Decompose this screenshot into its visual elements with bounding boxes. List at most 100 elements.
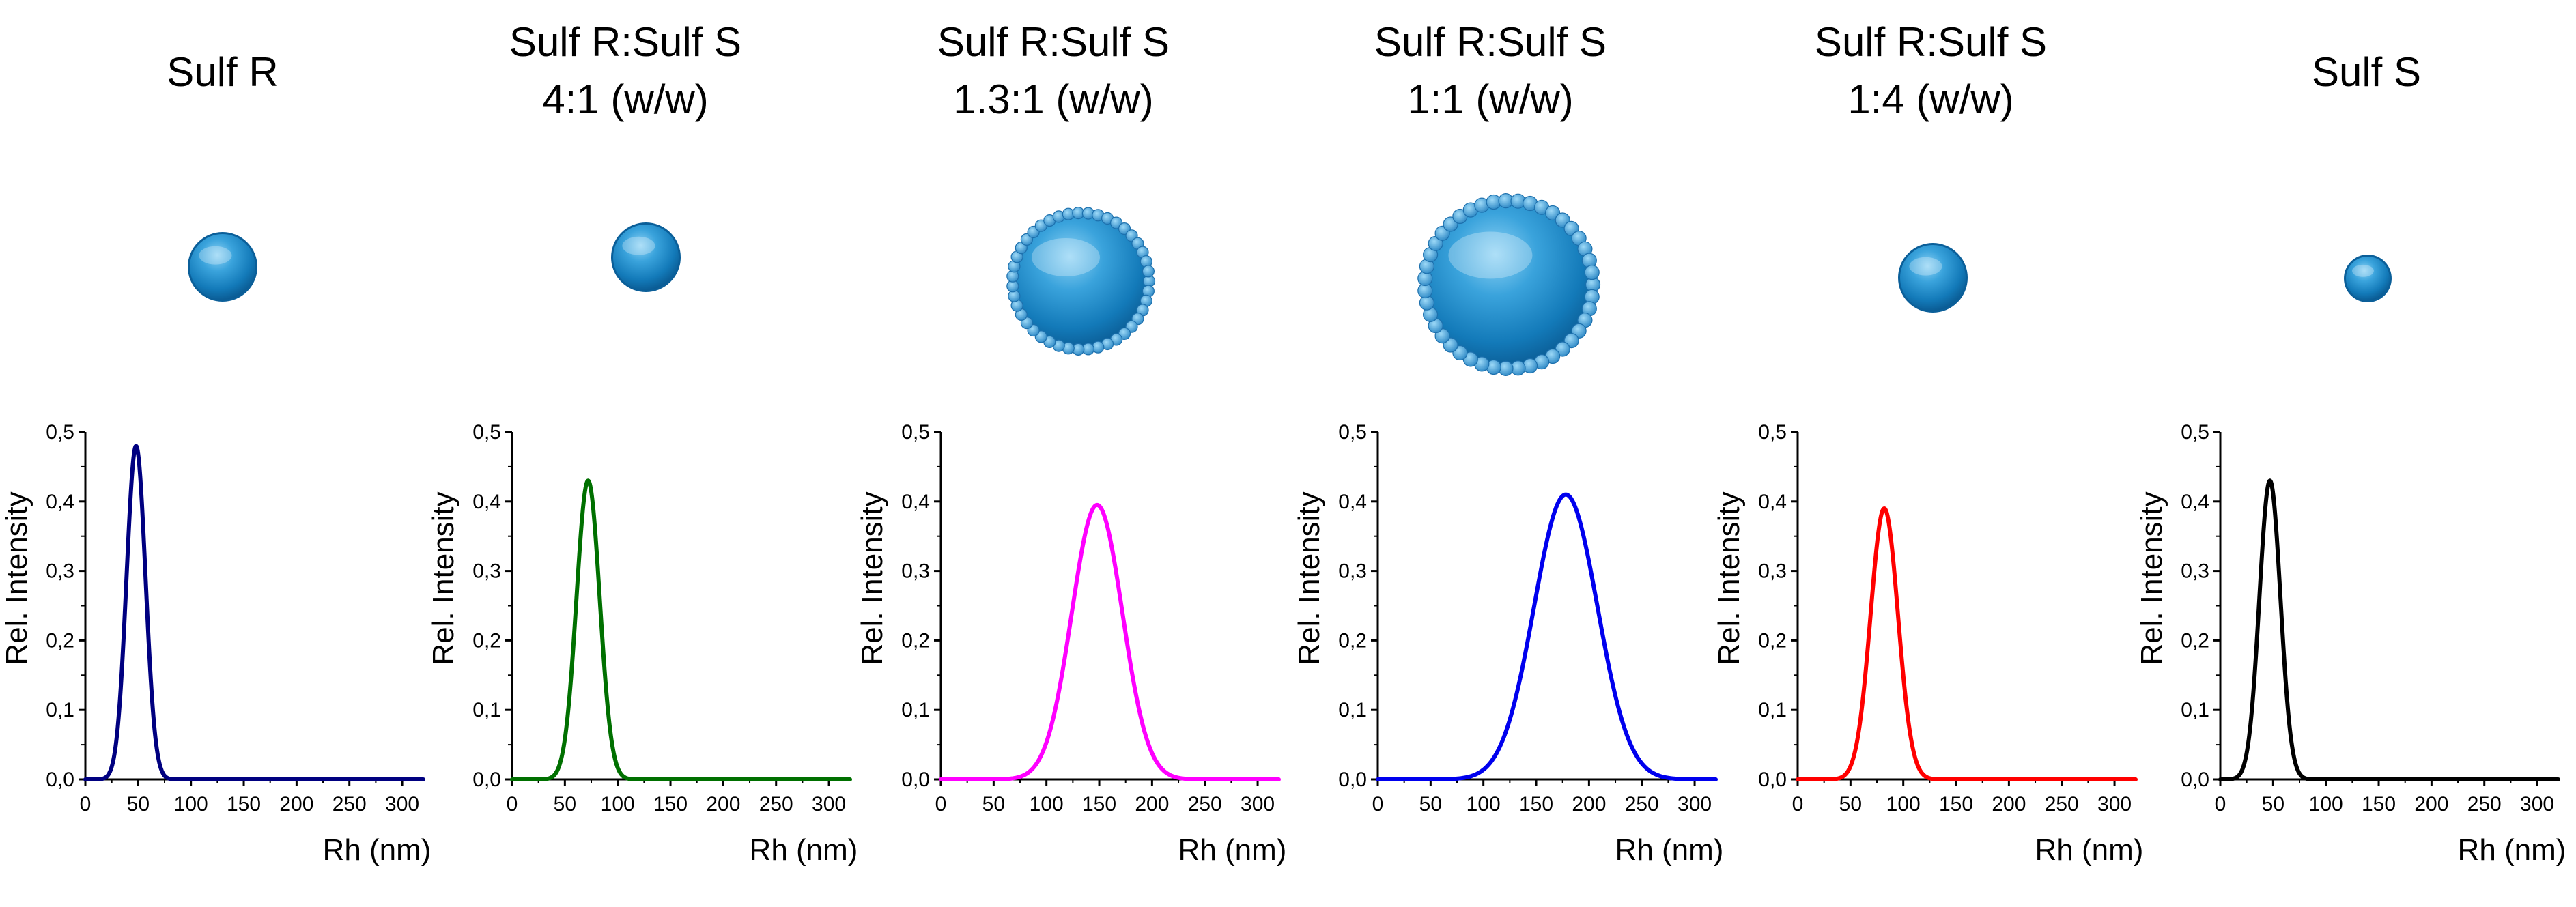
- x-tick-label: 300: [812, 793, 846, 816]
- y-tick-label: 0,4: [1758, 491, 1787, 513]
- x-axis-title: Rh (nm): [1178, 833, 1287, 867]
- panel-title-2: Sulf R:Sulf S 4:1 (w/w): [509, 19, 742, 122]
- x-tick-label: 100: [1467, 793, 1501, 816]
- x-tick-label: 150: [1082, 793, 1116, 816]
- chart-panel-3: 0,0 0,1 0,2 0,3 0,4 0,5 0 50 100 150 200 250 300 Rh (…: [855, 421, 1286, 867]
- x-tick-label: 200: [1135, 793, 1169, 816]
- y-tick-label: 0,5: [2181, 421, 2209, 444]
- y-tick-label: 0,4: [1338, 491, 1367, 513]
- y-tick-label: 0,5: [1338, 421, 1367, 444]
- x-tick-label: 250: [759, 793, 793, 816]
- chart-panel-4: 0,0 0,1 0,2 0,3 0,4 0,5 0 50 100 150 200 250 300 Rh (…: [1292, 421, 1723, 867]
- x-axis-title: Rh (nm): [1615, 833, 1724, 867]
- y-tick-label: 0,4: [2181, 491, 2209, 513]
- x-tick-label: 250: [2045, 793, 2079, 816]
- y-tick-label: 0,2: [2181, 629, 2209, 652]
- y-tick-label: 0,1: [472, 699, 501, 721]
- x-tick-label: 0: [2215, 793, 2226, 816]
- y-axis-title: Rel. Intensity: [855, 491, 889, 665]
- y-axis-title: Rel. Intensity: [0, 491, 33, 665]
- x-tick-label: 250: [2467, 793, 2502, 816]
- particle-4: [1417, 193, 1601, 377]
- particle-highlight: [622, 236, 655, 255]
- x-tick-label: 300: [2520, 793, 2554, 816]
- x-tick-label: 50: [2262, 793, 2284, 816]
- y-tick-label: 0,1: [1758, 699, 1787, 721]
- y-tick-label: 0,0: [2181, 768, 2209, 791]
- y-tick-label: 0,5: [46, 421, 74, 444]
- x-tick-label: 250: [1188, 793, 1222, 816]
- x-tick-label: 100: [601, 793, 635, 816]
- x-tick-label: 100: [1886, 793, 1921, 816]
- x-tick-label: 100: [1030, 793, 1064, 816]
- particle-body: [1900, 245, 1966, 311]
- x-tick-label: 50: [1839, 793, 1862, 816]
- particle-highlight: [1909, 257, 1942, 276]
- series-line-6-1: [2218, 478, 2560, 781]
- x-tick-label: 0: [507, 793, 518, 816]
- particle-5: [1898, 243, 1968, 313]
- particle-6: [2344, 255, 2392, 302]
- particle-3: [1006, 207, 1156, 356]
- y-tick-label: 0,0: [1758, 768, 1787, 791]
- y-tick-label: 0,0: [1338, 768, 1367, 791]
- series-line-4-1: [1376, 492, 1718, 781]
- y-tick-label: 0,3: [901, 560, 930, 583]
- particle-body: [613, 225, 679, 290]
- y-tick-label: 0,5: [901, 421, 930, 444]
- x-tick-label: 300: [1678, 793, 1712, 816]
- panel-title-6: Sulf S: [2311, 49, 2422, 95]
- y-axis-title: Rel. Intensity: [427, 491, 460, 665]
- x-tick-label: 200: [2414, 793, 2448, 816]
- y-tick-label: 0,0: [46, 768, 74, 791]
- x-tick-label: 200: [1572, 793, 1606, 816]
- x-tick-label: 50: [1419, 793, 1442, 816]
- x-tick-label: 150: [653, 793, 688, 816]
- particle-1: [188, 232, 257, 302]
- chart-panel-5: 0,0 0,1 0,2 0,3 0,4 0,5 0 50 100 150 200 250 300 Rh (…: [1712, 421, 2143, 867]
- panel-title-1: Sulf R: [167, 49, 279, 95]
- x-tick-label: 300: [385, 793, 419, 816]
- y-tick-label: 0,5: [1758, 421, 1787, 444]
- x-tick-label: 150: [1939, 793, 1973, 816]
- x-tick-label: 50: [127, 793, 150, 816]
- x-tick-label: 0: [1372, 793, 1384, 816]
- x-tick-label: 0: [80, 793, 91, 816]
- y-tick-label: 0,4: [472, 491, 501, 513]
- particle-2: [611, 222, 681, 292]
- y-tick-label: 0,1: [901, 699, 930, 721]
- particle-body: [190, 234, 255, 300]
- x-tick-label: 250: [1625, 793, 1659, 816]
- series-line-2-1: [510, 478, 852, 781]
- particle-highlight: [1032, 238, 1100, 276]
- panel-title-3: Sulf R:Sulf S 1.3:1 (w/w): [937, 19, 1170, 122]
- x-tick-label: 250: [332, 793, 367, 816]
- x-tick-label: 200: [706, 793, 740, 816]
- particle-body: [1425, 201, 1593, 369]
- y-tick-label: 0,3: [1758, 560, 1787, 583]
- y-tick-label: 0,1: [1338, 699, 1367, 721]
- x-tick-label: 50: [554, 793, 576, 816]
- y-tick-label: 0,2: [901, 629, 930, 652]
- y-tick-label: 0,1: [2181, 699, 2209, 721]
- y-tick-label: 0,2: [1758, 629, 1787, 652]
- series-line-5-1: [1796, 506, 2138, 781]
- y-tick-label: 0,2: [46, 629, 74, 652]
- y-tick-label: 0,4: [46, 491, 74, 513]
- x-tick-label: 300: [1241, 793, 1275, 816]
- y-axis-title: Rel. Intensity: [1292, 491, 1326, 665]
- particle-body: [2346, 257, 2390, 300]
- x-tick-label: 200: [279, 793, 313, 816]
- particle-highlight: [1448, 231, 1533, 279]
- chart-panel-2: 0,0 0,1 0,2 0,3 0,4 0,5 0 50 100 150 200 250 300 Rh (…: [427, 421, 858, 867]
- x-tick-label: 200: [1992, 793, 2026, 816]
- particle-bead: [1584, 265, 1600, 280]
- y-tick-label: 0,0: [901, 768, 930, 791]
- panel-title-4: Sulf R:Sulf S 1:1 (w/w): [1374, 19, 1607, 122]
- y-axis-title: Rel. Intensity: [1712, 491, 1746, 665]
- x-tick-label: 0: [935, 793, 947, 816]
- particle-body: [1013, 213, 1149, 349]
- x-axis-title: Rh (nm): [2035, 833, 2144, 867]
